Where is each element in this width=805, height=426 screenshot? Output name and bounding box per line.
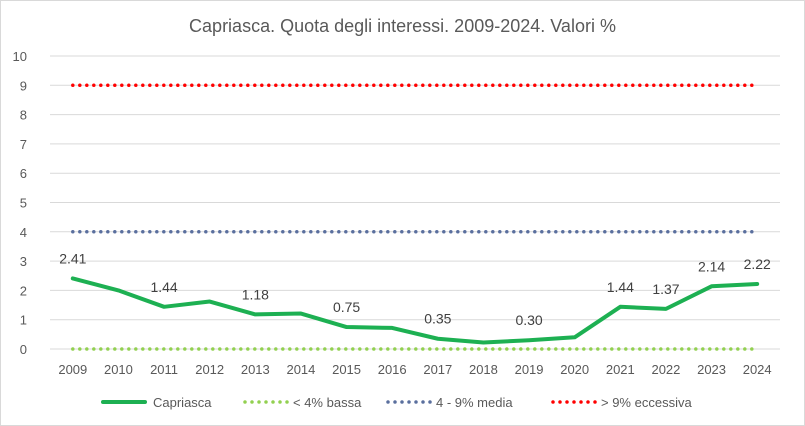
data-label: 0.30 [515,312,542,328]
x-tick-label: 2019 [515,362,544,377]
data-label: 1.44 [607,279,634,295]
y-axis-ticks: 0 1 2 3 4 5 6 7 8 9 10 [13,49,27,357]
y-tick-label: 10 [13,49,27,64]
data-label: 1.18 [242,286,269,302]
x-tick-label: 2012 [195,362,224,377]
data-label: 2.41 [59,250,86,266]
legend-label: Capriasca [153,395,212,410]
y-tick-label: 4 [20,225,27,240]
x-tick-label: 2023 [697,362,726,377]
x-tick-label: 2017 [423,362,452,377]
x-tick-label: 2018 [469,362,498,377]
data-label: 2.14 [698,258,725,274]
y-tick-label: 0 [20,342,27,357]
y-tick-label: 3 [20,254,27,269]
y-tick-label: 7 [20,137,27,152]
x-tick-label: 2015 [332,362,361,377]
x-tick-label: 2022 [651,362,680,377]
legend-item: 4 - 9% media [386,395,513,410]
x-tick-label: 2011 [150,362,178,377]
x-tick-label: 2010 [104,362,133,377]
series-lines [70,276,760,345]
legend-item: > 9% eccessiva [551,395,692,410]
y-tick-label: 1 [20,313,27,328]
x-tick-label: 2020 [560,362,589,377]
x-tick-label: 2016 [378,362,407,377]
data-label: 0.35 [424,311,451,327]
legend-label: < 4% bassa [293,395,362,410]
x-tick-label: 2013 [241,362,270,377]
legend-item: < 4% bassa [243,395,362,410]
legend-label: 4 - 9% media [436,395,513,410]
data-label: 1.37 [652,281,679,297]
legend-item: Capriasca [101,395,212,410]
reference-lines [71,83,759,351]
data-label: 0.75 [333,299,360,315]
y-tick-label: 2 [20,283,27,298]
y-tick-label: 9 [20,78,27,93]
chart-title: Capriasca. Quota degli interessi. 2009-2… [189,16,616,36]
data-label: 2.22 [744,256,771,272]
series-line-0 [70,276,760,345]
x-tick-label: 2021 [606,362,635,377]
data-label: 1.44 [150,279,177,295]
y-tick-label: 8 [20,108,27,123]
y-tick-label: 6 [20,166,27,181]
data-labels: 2.41 1.44 1.18 0.75 0.35 0.30 1.44 1.37 2.14 2.22 [59,250,771,328]
x-tick-label: 2014 [286,362,315,377]
x-tick-label: 2009 [58,362,87,377]
legend: Capriasca < 4% bassa 4 - 9% media > 9% ecce… [101,395,692,410]
x-tick-label: 2024 [743,362,772,377]
x-axis-ticks: 2009 2010 2011 2012 2013 2014 2015 2016 2017 2018… [58,362,771,377]
legend-label: > 9% eccessiva [601,395,692,410]
y-tick-label: 5 [20,196,27,211]
